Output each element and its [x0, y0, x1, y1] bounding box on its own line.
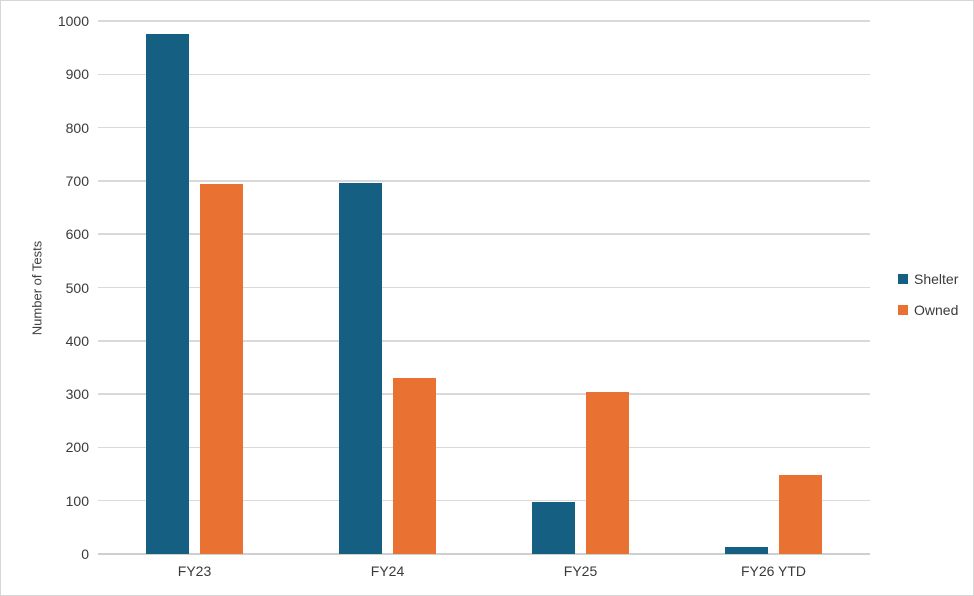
y-tick-label-700: 700	[65, 172, 89, 189]
y-tick-label-800: 800	[65, 119, 89, 136]
bar-owned-fy26-ytd	[779, 475, 822, 554]
bar-owned-fy25	[586, 391, 629, 554]
y-tick-label-0: 0	[81, 546, 89, 562]
y-tick-label-200: 200	[65, 439, 89, 456]
legend-marker-icon	[898, 305, 908, 315]
y-tick-label-300: 300	[65, 386, 89, 403]
gridline-900	[98, 73, 870, 76]
bar-owned-fy23	[200, 184, 243, 554]
x-axis-label-fy23: FY23	[177, 563, 212, 579]
gridline-600	[98, 233, 870, 235]
legend-item-owned: Owned	[898, 302, 958, 318]
bar-shelter-fy24	[339, 183, 382, 554]
gridline-1000	[98, 20, 870, 22]
y-tick-label-400: 400	[65, 332, 89, 349]
y-tick-label-1000: 1000	[57, 13, 89, 29]
legend-marker-icon	[898, 274, 908, 284]
bar-shelter-fy25	[532, 502, 575, 554]
x-axis-label-fy24: FY24	[370, 563, 405, 579]
x-axis-label-fy25: FY25	[563, 563, 598, 579]
x-axis-line	[98, 553, 870, 555]
gridline-200	[98, 446, 870, 449]
y-tick-label-600: 600	[65, 226, 89, 243]
y-tick-label-100: 100	[65, 492, 89, 509]
gridline-800	[98, 126, 870, 129]
legend: Shelter Owned	[898, 271, 958, 318]
y-tick-label-500: 500	[65, 279, 89, 296]
x-axis-label-fy26-ytd: FY26 YTD	[740, 563, 807, 579]
legend-label: Owned	[914, 302, 959, 318]
plot-area	[98, 20, 870, 555]
bar-shelter-fy26-ytd	[725, 547, 768, 554]
legend-label: Shelter	[914, 271, 959, 287]
bar-owned-fy24	[393, 378, 436, 554]
gridline-300	[98, 393, 870, 395]
bar-shelter-fy23	[146, 34, 189, 554]
gridline-400	[98, 340, 870, 342]
y-tick-label-900: 900	[65, 66, 89, 83]
legend-item-shelter: Shelter	[898, 271, 958, 287]
gridline-700	[98, 180, 870, 182]
gridline-500	[98, 286, 870, 289]
gridline-100	[98, 499, 870, 502]
